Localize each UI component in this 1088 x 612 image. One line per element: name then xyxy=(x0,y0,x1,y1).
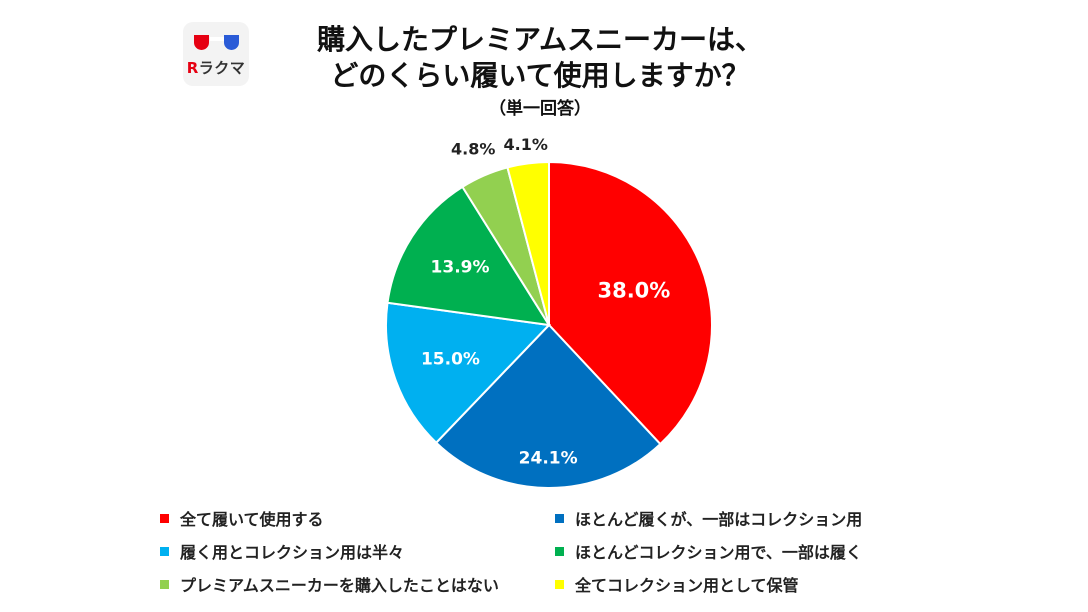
legend-swatch xyxy=(555,546,564,556)
legend-label: ほとんどコレクション用で、一部は履く xyxy=(575,543,862,562)
pie-slice xyxy=(548,160,713,446)
legend-item: 全て履いて使用する xyxy=(160,506,324,530)
pie-slice xyxy=(385,301,552,445)
legend-item: 履く用とコレクション用は半々 xyxy=(160,539,404,563)
legend-label: 履く用とコレクション用は半々 xyxy=(180,543,405,562)
logo-lens-left xyxy=(194,35,209,50)
logo-bridge xyxy=(210,37,224,41)
pie-slice xyxy=(506,160,550,326)
legend-item: 全てコレクション用として保管 xyxy=(555,572,799,596)
logo-lens-right xyxy=(224,35,239,50)
pie-slice-label: 24.1% xyxy=(519,449,578,469)
legend-label: ほとんど履くが、一部はコレクション用 xyxy=(575,510,863,529)
pie-slice xyxy=(386,185,551,327)
logo-brand-r: R xyxy=(186,59,199,77)
pie-slice-label: 15.0% xyxy=(421,349,480,369)
legend-swatch xyxy=(160,513,169,523)
legend-label: 全てコレクション用として保管 xyxy=(575,576,799,595)
rakuma-logo: Rラクマ xyxy=(183,22,249,86)
chart-note: （単一回答） xyxy=(489,99,591,119)
pie-slice-label: 4.1% xyxy=(504,135,548,154)
legend-item: ほとんどコレクション用で、一部は履く xyxy=(555,539,862,563)
legend-label: 全て履いて使用する xyxy=(180,510,324,529)
chart-title-line1: 購入したプレミアムスニーカーは、 xyxy=(316,23,764,56)
pie-slice-label: 4.8% xyxy=(451,140,495,159)
legend-label: プレミアムスニーカーを購入したことはない xyxy=(180,576,499,595)
legend-swatch xyxy=(555,513,564,523)
legend-swatch xyxy=(555,579,564,589)
pie-slice-label: 38.0% xyxy=(597,278,670,302)
legend-item: プレミアムスニーカーを購入したことはない xyxy=(160,572,499,596)
pie-slice-label: 13.9% xyxy=(431,257,490,277)
legend-swatch xyxy=(160,579,169,589)
legend-item: ほとんど履くが、一部はコレクション用 xyxy=(555,506,862,530)
logo-brand: Rラクマ xyxy=(183,57,249,78)
pie-slice xyxy=(434,323,662,489)
logo-brand-text: ラクマ xyxy=(198,59,246,77)
chart-title-line2: どのくらい履いて使用しますか？ xyxy=(330,59,750,92)
legend-swatch xyxy=(160,546,169,556)
